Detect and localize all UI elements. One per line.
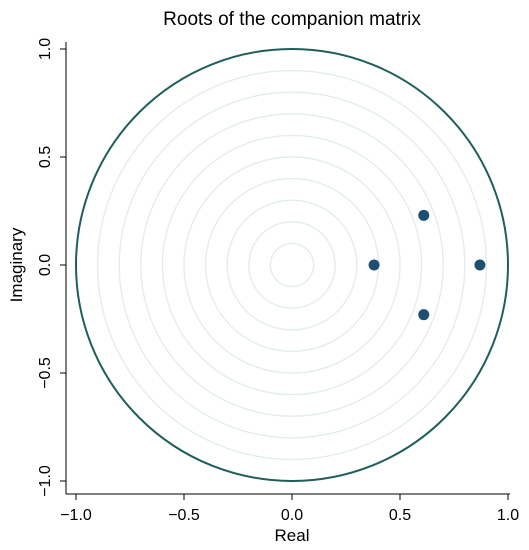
reference-ring [269,242,315,288]
root-point [368,259,380,271]
chart-title: Roots of the companion matrix [163,9,421,30]
y-ticks: −1.0 −0.5 0.0 0.5 1.0 [37,38,66,497]
reference-ring [118,91,466,439]
y-tick-label: 1.0 [37,38,54,60]
unit-circle-group [75,48,509,482]
x-tick-label: 0.0 [281,507,303,524]
y-axis-label: Imaginary [7,227,26,302]
x-tick-label: −1.0 [60,507,92,524]
root-point [418,309,430,321]
unit-circle [75,48,509,482]
root-point [418,209,430,221]
reference-ring [161,134,423,396]
reference-ring [140,113,444,417]
x-axis-label: Real [275,526,310,545]
x-tick-label: 1.0 [497,507,519,524]
x-tick-label: −0.5 [168,507,200,524]
y-tick-label: 0.0 [37,254,54,276]
reference-ring [226,199,358,331]
x-tick-label: 0.5 [389,507,411,524]
y-tick-label: 0.5 [37,146,54,168]
y-tick-label: −0.5 [37,357,54,389]
roots [368,209,486,321]
y-tick-label: −1.0 [37,465,54,497]
x-ticks: −1.0 −0.5 0.0 0.5 1.0 [60,494,519,524]
reference-ring [248,221,336,309]
reference-rings [96,69,488,461]
reference-ring [96,69,488,461]
reference-ring [204,177,380,353]
root-point [474,259,486,271]
reference-ring [183,156,401,374]
